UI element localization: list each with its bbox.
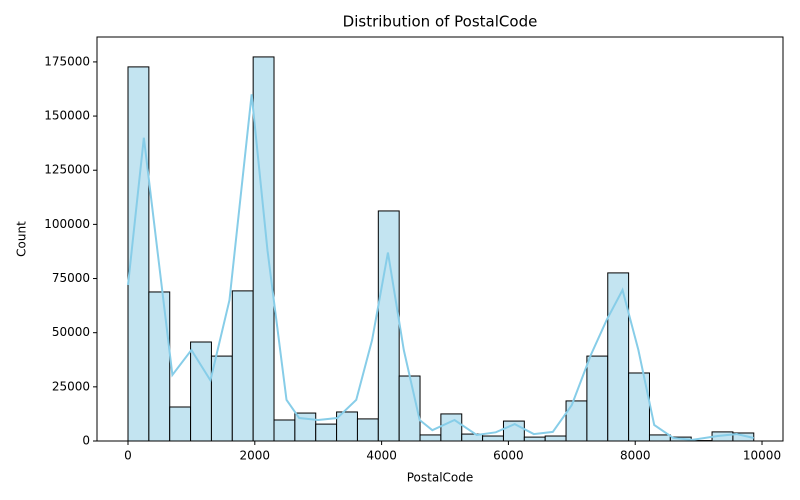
bar bbox=[586, 355, 609, 442]
x-tick-label: 10000 bbox=[743, 449, 781, 463]
chart-title: Distribution of PostalCode bbox=[343, 13, 538, 31]
y-tick-label: 150000 bbox=[44, 109, 90, 123]
bar bbox=[440, 413, 463, 442]
bar bbox=[648, 434, 671, 442]
x-axis-label: PostalCode bbox=[407, 471, 474, 485]
y-tick-label: 25000 bbox=[52, 379, 90, 393]
bar bbox=[523, 436, 546, 442]
x-tick-label: 0 bbox=[124, 449, 132, 463]
x-tick-label: 4000 bbox=[366, 449, 397, 463]
bar bbox=[210, 355, 233, 442]
x-tick-label: 2000 bbox=[240, 449, 271, 463]
y-axis-label: Count bbox=[15, 221, 29, 257]
y-tick-label: 175000 bbox=[44, 54, 90, 68]
bar bbox=[377, 210, 400, 442]
x-tick-label: 8000 bbox=[620, 449, 651, 463]
bar bbox=[273, 419, 296, 442]
y-tick-label: 50000 bbox=[52, 325, 90, 339]
bar bbox=[148, 291, 171, 442]
y-tick-label: 100000 bbox=[44, 217, 90, 231]
bar bbox=[169, 406, 192, 442]
y-tick-label: 125000 bbox=[44, 163, 90, 177]
kde-line bbox=[127, 94, 754, 441]
bar bbox=[190, 341, 212, 442]
plot-frame bbox=[96, 36, 784, 442]
bar bbox=[544, 435, 567, 442]
bar bbox=[231, 290, 254, 442]
bar bbox=[252, 56, 275, 442]
bar bbox=[565, 400, 588, 442]
x-tick-label: 6000 bbox=[493, 449, 524, 463]
y-tick-label: 75000 bbox=[52, 271, 90, 285]
bar bbox=[315, 423, 338, 442]
bar bbox=[356, 418, 379, 442]
y-tick-label: 0 bbox=[82, 434, 90, 448]
bar bbox=[482, 435, 504, 442]
bar bbox=[419, 434, 442, 442]
